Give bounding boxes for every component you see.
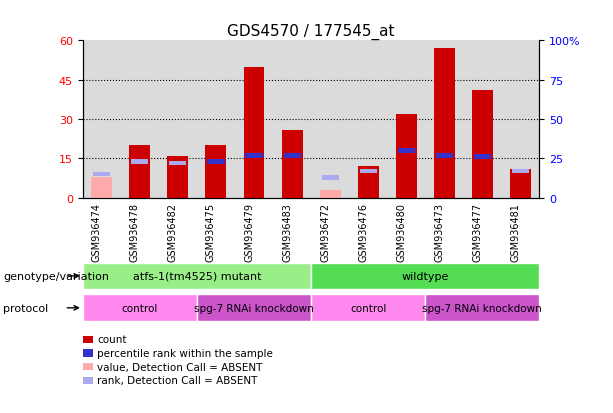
Bar: [360, 169, 377, 174]
Text: value, Detection Call = ABSENT: value, Detection Call = ABSENT: [97, 362, 263, 372]
Bar: [129, 146, 150, 198]
Bar: [311, 295, 425, 321]
Bar: [387, 41, 425, 198]
Bar: [510, 169, 531, 198]
Text: genotype/variation: genotype/variation: [3, 271, 109, 281]
Bar: [512, 169, 529, 174]
Bar: [83, 295, 197, 321]
Text: GSM936482: GSM936482: [168, 202, 178, 261]
Text: spg-7 RNAi knockdown: spg-7 RNAi knockdown: [422, 303, 543, 313]
Text: percentile rank within the sample: percentile rank within the sample: [97, 348, 273, 358]
Text: GSM936478: GSM936478: [130, 202, 140, 261]
Text: control: control: [350, 303, 386, 313]
Bar: [243, 67, 264, 198]
Bar: [197, 41, 235, 198]
Bar: [169, 161, 186, 166]
Title: GDS4570 / 177545_at: GDS4570 / 177545_at: [227, 24, 395, 40]
Bar: [425, 295, 539, 321]
Bar: [349, 41, 387, 198]
Bar: [197, 295, 311, 321]
Bar: [131, 160, 148, 164]
Bar: [358, 167, 379, 198]
Text: GSM936475: GSM936475: [206, 202, 216, 261]
Bar: [91, 177, 112, 198]
Text: GSM936472: GSM936472: [320, 202, 330, 261]
Bar: [207, 160, 224, 164]
Bar: [322, 176, 339, 180]
Bar: [311, 41, 349, 198]
Bar: [436, 154, 453, 158]
Bar: [434, 49, 455, 198]
Bar: [235, 41, 273, 198]
Text: protocol: protocol: [3, 303, 48, 313]
Text: GSM936476: GSM936476: [358, 202, 368, 261]
Bar: [463, 41, 501, 198]
Bar: [93, 172, 110, 177]
Text: atfs-1(tm4525) mutant: atfs-1(tm4525) mutant: [132, 271, 261, 281]
Bar: [273, 41, 311, 198]
Text: rank, Detection Call = ABSENT: rank, Detection Call = ABSENT: [97, 375, 258, 385]
Bar: [121, 41, 159, 198]
Text: GSM936473: GSM936473: [434, 202, 444, 261]
Text: spg-7 RNAi knockdown: spg-7 RNAi knockdown: [194, 303, 314, 313]
Text: control: control: [121, 303, 158, 313]
Text: GSM936474: GSM936474: [92, 202, 102, 261]
Bar: [319, 190, 341, 198]
Bar: [398, 149, 415, 154]
Bar: [474, 155, 491, 160]
Bar: [83, 263, 311, 290]
Bar: [425, 41, 463, 198]
Bar: [83, 41, 121, 198]
Text: wildtype: wildtype: [402, 271, 449, 281]
Text: GSM936479: GSM936479: [244, 202, 254, 261]
Bar: [501, 41, 539, 198]
Text: GSM936477: GSM936477: [473, 202, 482, 261]
Bar: [311, 263, 539, 290]
Bar: [205, 146, 226, 198]
Bar: [281, 130, 303, 198]
Text: GSM936483: GSM936483: [282, 202, 292, 261]
Text: count: count: [97, 335, 127, 344]
Text: GSM936480: GSM936480: [396, 202, 406, 261]
Bar: [167, 157, 188, 198]
Bar: [396, 114, 417, 198]
Bar: [245, 154, 262, 158]
Bar: [283, 154, 300, 158]
Bar: [472, 91, 493, 198]
Bar: [159, 41, 197, 198]
Text: GSM936481: GSM936481: [511, 202, 520, 261]
